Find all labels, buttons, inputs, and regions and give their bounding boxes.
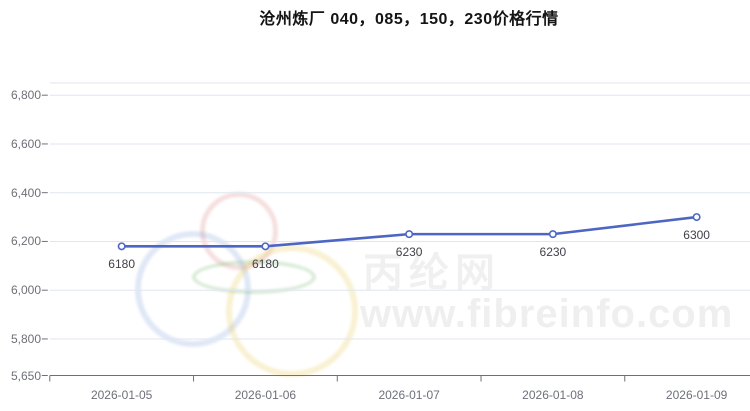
y-axis-label: 5,800 [10,331,41,346]
chart-title: 沧州炼厂 040，085，150，230价格行情 [259,11,559,28]
x-axis-label: 2026-01-09 [665,388,728,402]
data-point[interactable] [405,230,414,239]
watermark-url: www.fibreinfo.com [360,292,734,336]
x-axis-label: 2026-01-05 [90,388,153,402]
x-axis-label: 2026-01-07 [378,388,440,402]
y-axis-label: 6,800 [10,88,41,103]
value-label: 6180 [108,257,135,272]
y-axis-label: 6,600 [10,136,41,151]
y-axis-label: 6,400 [10,185,41,200]
y-axis-label: 5,650 [10,368,41,383]
value-label: 6300 [683,228,710,243]
value-label: 6230 [539,245,567,260]
data-point[interactable] [261,242,270,251]
data-point[interactable] [692,213,701,222]
logo-ring-yellow-icon [226,245,358,377]
y-axis-label: 6,200 [10,234,41,249]
data-point[interactable] [117,242,126,251]
value-label: 6230 [395,245,423,260]
data-point[interactable] [548,230,557,239]
y-axis-label: 6,000 [10,283,41,298]
x-axis-label: 2026-01-08 [522,388,584,402]
watermark-text: 丙纶网 [363,251,501,295]
value-label: 6180 [252,257,279,272]
x-axis-label: 2026-01-06 [234,388,297,402]
